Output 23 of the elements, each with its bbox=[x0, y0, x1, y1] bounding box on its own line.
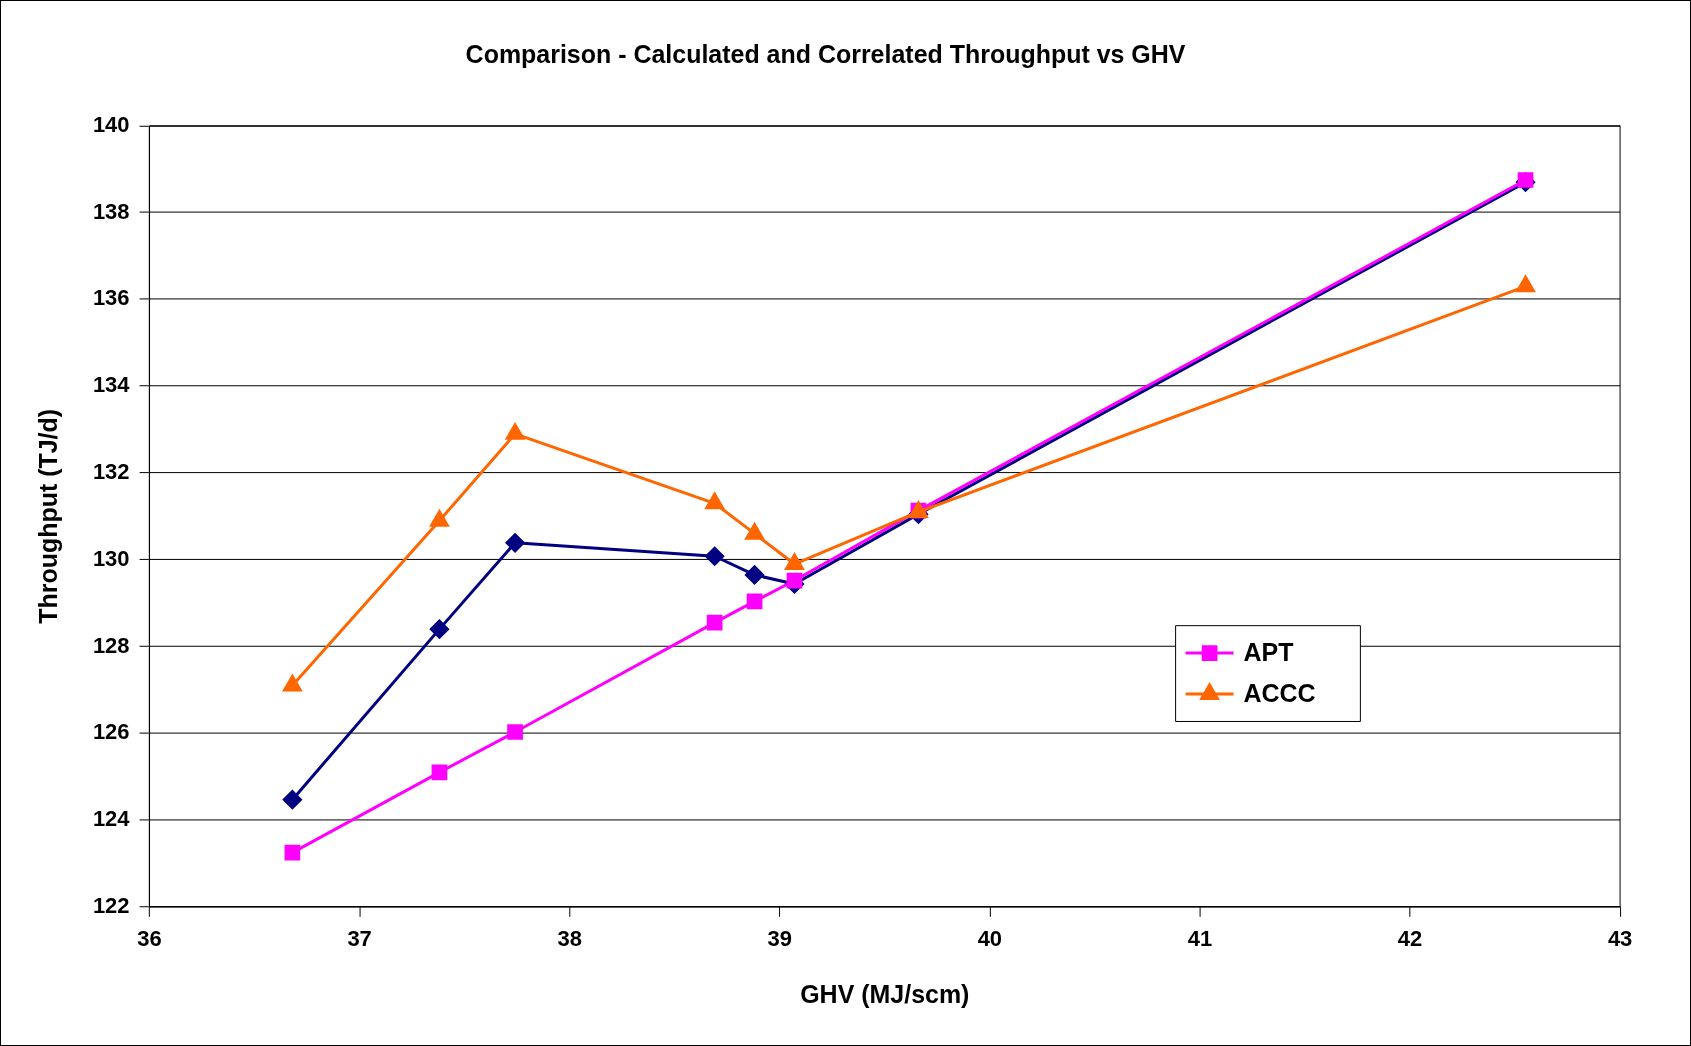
x-tick-label: 40 bbox=[977, 926, 1003, 952]
y-tick-label: 124 bbox=[92, 806, 131, 832]
x-axis-title: GHV (MJ/scm) bbox=[800, 979, 970, 1008]
x-tick-label: 36 bbox=[137, 926, 162, 952]
y-tick-label: 138 bbox=[92, 198, 130, 224]
x-tick-label: 41 bbox=[1187, 926, 1213, 952]
x-tick-label: 42 bbox=[1397, 926, 1423, 952]
x-tick-label: 43 bbox=[1607, 926, 1633, 952]
y-tick-label: 140 bbox=[92, 111, 130, 137]
legend-label: APT bbox=[1243, 638, 1294, 666]
y-tick-label: 132 bbox=[92, 458, 130, 484]
y-axis-title: Throughput (TJ/d) bbox=[33, 408, 62, 624]
legend-label: ACCC bbox=[1243, 678, 1316, 707]
y-tick-label: 130 bbox=[92, 545, 130, 571]
x-tick-label: 39 bbox=[767, 926, 792, 952]
chart-title: Comparison - Calculated and Correlated Throughput vs GHV bbox=[465, 39, 1186, 68]
y-tick-label: 122 bbox=[92, 892, 130, 918]
y-tick-label: 126 bbox=[92, 719, 130, 745]
y-tick-label: 136 bbox=[92, 285, 130, 311]
y-tick-label: 134 bbox=[92, 372, 131, 398]
y-tick-label: 128 bbox=[92, 632, 130, 658]
x-tick-label: 38 bbox=[557, 926, 582, 952]
x-tick-label: 37 bbox=[347, 926, 372, 952]
